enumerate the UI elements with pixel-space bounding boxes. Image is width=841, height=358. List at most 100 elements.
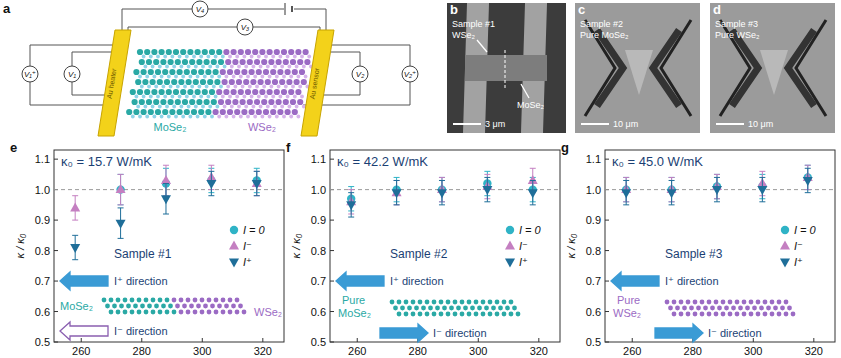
lattice-atom (139, 99, 145, 105)
error-cap (805, 165, 811, 166)
lattice-atom (253, 75, 257, 79)
y-axis-title: κ / κ₀ (14, 233, 26, 258)
error-cap (118, 204, 124, 205)
lattice-atom (232, 115, 236, 119)
y-tick-label: 1.1 (311, 153, 326, 165)
lattice-atom (724, 306, 729, 311)
legend-label: I⁻ (243, 240, 252, 252)
lattice-atom (393, 306, 398, 311)
legend-marker (780, 241, 790, 250)
lattice-atom (207, 55, 211, 59)
y-tick (54, 220, 58, 221)
lattice-atom (157, 79, 163, 85)
y-tick-label: 0.6 (311, 306, 326, 318)
lattice-atom (232, 59, 238, 65)
error-cap (714, 174, 720, 175)
pointer (477, 40, 487, 52)
lattice-atom (231, 49, 237, 55)
lattice-atom (756, 300, 761, 305)
lattice-atom (148, 69, 154, 75)
lattice-atom (777, 300, 782, 305)
x-tick (538, 338, 539, 342)
lattice-atom (307, 55, 311, 59)
error-cap (348, 192, 354, 193)
lattice-atom (271, 55, 275, 59)
lattice-atom (204, 59, 210, 65)
lattice-atom (168, 99, 174, 105)
lattice-atom (267, 49, 273, 55)
lattice-atom (295, 105, 299, 109)
material-label: Pure (342, 294, 365, 306)
electrode-label: Au sensor (309, 67, 321, 100)
lattice-atom (210, 115, 214, 119)
error-cap (254, 195, 260, 196)
lattice-atom (248, 85, 252, 89)
lattice-atom (268, 99, 274, 105)
lattice-atom (270, 69, 276, 75)
panel-letter: e (10, 140, 17, 155)
lattice-atom (439, 312, 444, 317)
lattice-atom (463, 306, 468, 311)
x-tick (632, 338, 633, 342)
y-tick-label: 0.5 (311, 336, 326, 348)
legend-marker (781, 226, 789, 234)
lattice-atom (295, 65, 299, 69)
y-tick-label: 0.8 (311, 245, 326, 257)
lattice-atom (258, 79, 264, 85)
lattice-atom (243, 55, 247, 59)
y-tick (54, 159, 58, 160)
lattice-atom (784, 312, 789, 317)
error-cap (669, 180, 675, 181)
lattice-atom (259, 105, 263, 109)
lattice-atom (241, 85, 245, 89)
legend-marker (229, 259, 239, 268)
data-point (116, 220, 126, 229)
lattice-atom (218, 59, 224, 65)
error-cap (208, 171, 214, 172)
lattice-atom (205, 85, 209, 89)
lattice-atom (268, 59, 274, 65)
lattice-atom (247, 59, 253, 65)
lattice-atom (301, 79, 307, 85)
lattice-atom (404, 300, 409, 305)
lattice-atom (225, 115, 229, 119)
error-cap (484, 201, 490, 202)
arrow-label: I⁻ direction (114, 325, 168, 337)
lattice-atom (162, 85, 166, 89)
lattice-atom (770, 300, 775, 305)
lattice-atom (262, 85, 266, 89)
panel-letter: c (578, 2, 585, 17)
lattice-atom (418, 300, 423, 305)
lattice-atom (196, 115, 200, 119)
lattice-atom (272, 79, 278, 85)
lattice-atom (159, 49, 165, 55)
lattice-atom (275, 115, 279, 119)
lattice-atom (204, 99, 210, 105)
lattice-atom (211, 59, 217, 65)
voltmeter (352, 66, 368, 82)
lattice-atom (216, 89, 222, 95)
lattice-atom (266, 65, 270, 69)
lattice-atom (172, 298, 177, 303)
lattice-atom (133, 304, 138, 309)
sem-label: MoSe₂ (517, 100, 545, 110)
x-tick (202, 338, 203, 342)
lattice-atom (721, 300, 726, 305)
lattice-atom (428, 306, 433, 311)
annotations: κ₀ = 42.2 W/mKSample #2I⁺ directionI⁻ di… (336, 154, 520, 342)
lattice-atom (189, 115, 193, 119)
y-tick-label: 1.0 (35, 184, 50, 196)
legend-label: I = 0 (794, 224, 817, 236)
lattice-atom (446, 312, 451, 317)
lattice-atom (282, 75, 286, 79)
arrow-label: I⁺ direction (665, 275, 719, 287)
lattice-atom (137, 89, 143, 95)
lattice-atom (209, 49, 215, 55)
lattice-atom (292, 69, 298, 75)
legend-marker (229, 241, 239, 250)
lattice-atom (209, 89, 215, 95)
electrode (597, 30, 623, 106)
data-point (621, 189, 631, 198)
lattice-atom (290, 59, 296, 65)
data-point (712, 186, 722, 195)
